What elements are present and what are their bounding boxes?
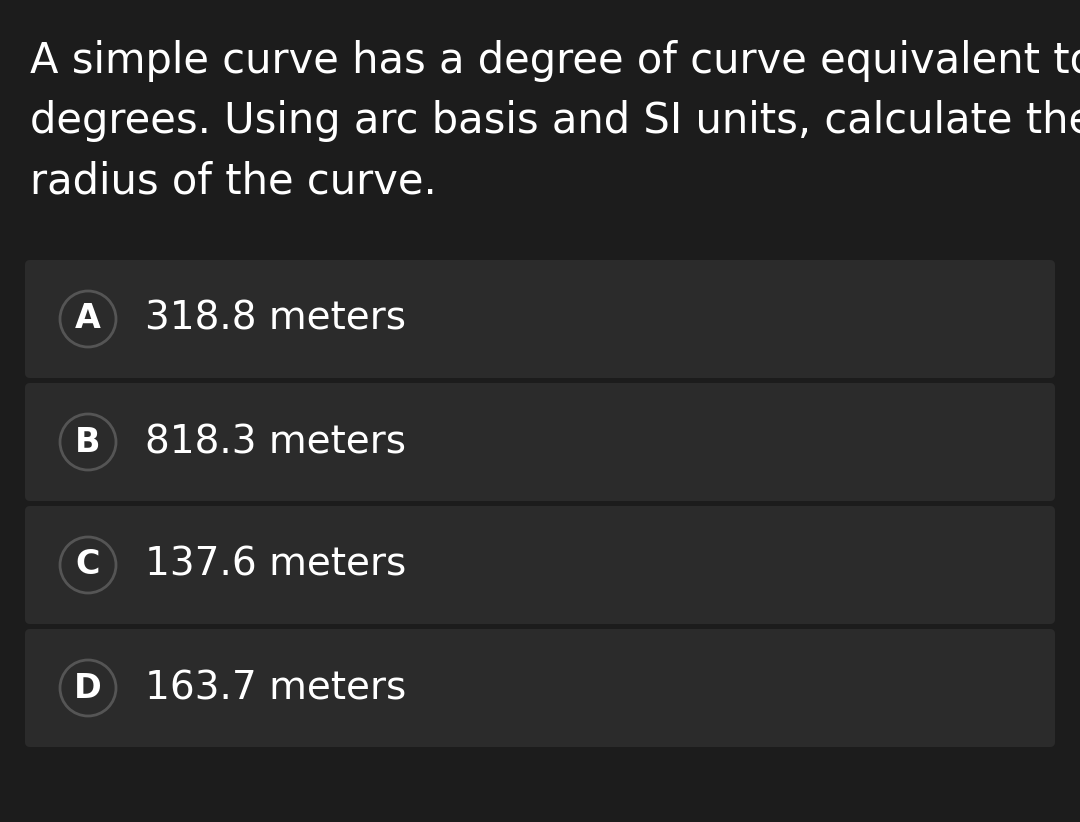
- Text: degrees. Using arc basis and SI units, calculate the: degrees. Using arc basis and SI units, c…: [30, 100, 1080, 142]
- Text: D: D: [75, 672, 102, 704]
- Text: 137.6 meters: 137.6 meters: [145, 546, 406, 584]
- Text: B: B: [76, 426, 100, 459]
- Text: 163.7 meters: 163.7 meters: [145, 669, 406, 707]
- Text: C: C: [76, 548, 100, 581]
- Text: A simple curve has a degree of curve equivalent to 7: A simple curve has a degree of curve equ…: [30, 40, 1080, 82]
- Ellipse shape: [60, 414, 116, 470]
- Text: 318.8 meters: 318.8 meters: [145, 300, 406, 338]
- FancyBboxPatch shape: [25, 629, 1055, 747]
- Ellipse shape: [60, 660, 116, 716]
- Text: radius of the curve.: radius of the curve.: [30, 160, 436, 202]
- Text: 818.3 meters: 818.3 meters: [145, 423, 406, 461]
- FancyBboxPatch shape: [25, 260, 1055, 378]
- FancyBboxPatch shape: [25, 506, 1055, 624]
- FancyBboxPatch shape: [25, 383, 1055, 501]
- Text: A: A: [76, 302, 100, 335]
- Ellipse shape: [60, 291, 116, 347]
- Ellipse shape: [60, 537, 116, 593]
